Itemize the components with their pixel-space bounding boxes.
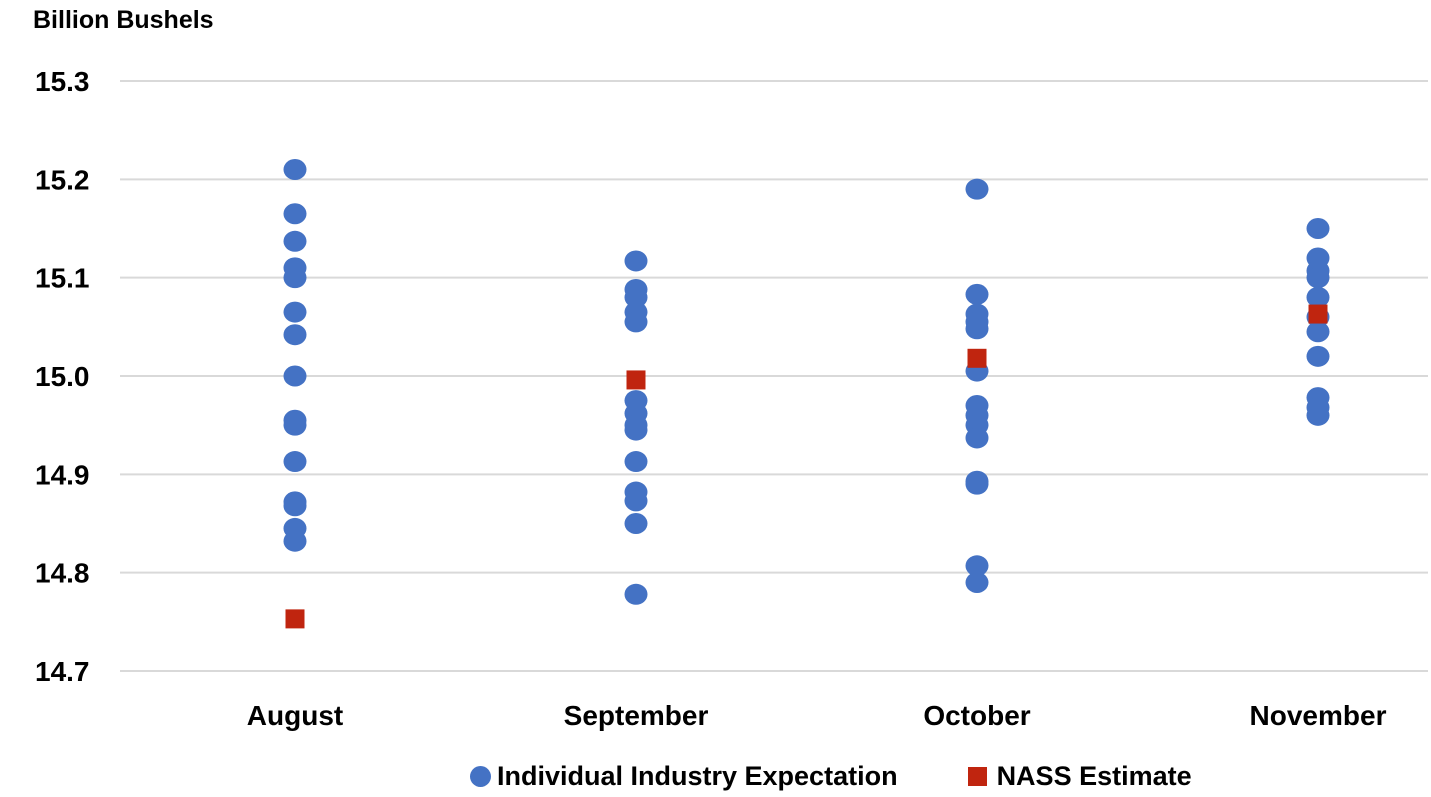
y-tick-label: 15.1: [35, 263, 90, 294]
nass-estimate-point: [626, 370, 646, 390]
nass-estimate-point: [1308, 304, 1328, 324]
industry-expectation-point: [965, 572, 989, 593]
industry-expectation-point: [283, 365, 307, 387]
legend: Individual Industry Expectation NASS Est…: [470, 758, 1192, 794]
legend-label-industry-expectation: Individual Industry Expectation: [497, 760, 898, 791]
industry-expectation-point: [965, 555, 989, 577]
industry-expectation-point: [1306, 218, 1330, 239]
x-tick-label: August: [247, 700, 343, 731]
industry-expectation-point: [624, 311, 648, 333]
legend-label-nass-estimate: NASS Estimate: [996, 760, 1192, 791]
industry-expectation-point: [283, 414, 307, 436]
x-tick-label: October: [923, 700, 1030, 731]
nass-estimate-point: [285, 609, 305, 629]
industry-expectation-point: [283, 451, 307, 473]
industry-expectation-point: [965, 283, 989, 305]
x-tick-label: September: [564, 700, 709, 731]
y-axis-ticks: 15.3 15.2 15.1 15.0 14.9 14.8 14.7: [35, 66, 90, 687]
y-tick-label: 15.3: [35, 66, 90, 97]
legend-square-marker-icon: [967, 766, 987, 786]
industry-expectation-point: [1306, 404, 1330, 426]
industry-expectation-point: [283, 267, 307, 289]
gridlines: [120, 80, 1428, 672]
industry-expectation-point: [624, 250, 648, 272]
y-tick-label: 14.9: [35, 459, 90, 490]
industry-expectation-point: [624, 286, 648, 308]
industry-expectation-point: [624, 513, 648, 534]
industry-expectation-point: [283, 203, 307, 225]
industry-expectation-point: [1306, 345, 1330, 367]
legend-circle-marker-icon: [470, 765, 491, 787]
industry-expectation-point: [965, 427, 989, 449]
industry-expectation-point: [624, 583, 648, 605]
industry-expectation-point: [624, 451, 648, 473]
data-points: [283, 159, 1330, 629]
industry-expectation-point: [283, 324, 307, 346]
industry-expectation-point: [283, 159, 307, 180]
nass-estimate-point: [967, 348, 987, 368]
industry-expectation-point: [283, 530, 307, 552]
industry-expectation-point: [1306, 267, 1330, 289]
y-tick-label: 14.8: [35, 558, 90, 589]
x-axis-ticks: August September October November: [247, 700, 1387, 731]
y-axis-label: Billion Bushels: [33, 6, 214, 34]
industry-expectation-point: [624, 419, 648, 441]
industry-expectation-point: [283, 230, 307, 252]
industry-expectation-point: [283, 301, 307, 323]
legend-item-nass-estimate: NASS Estimate: [967, 760, 1192, 792]
industry-expectation-point: [1306, 286, 1330, 308]
x-tick-label: November: [1250, 700, 1387, 731]
y-tick-label: 14.7: [35, 656, 90, 687]
y-tick-label: 15.0: [35, 361, 90, 392]
industry-expectation-point: [1306, 321, 1330, 343]
industry-expectation-point: [283, 495, 307, 517]
industry-expectation-point: [965, 318, 989, 340]
industry-expectation-point: [965, 473, 989, 495]
legend-item-industry-expectation: Individual Industry Expectation: [470, 761, 898, 792]
industry-expectation-point: [624, 490, 648, 512]
y-tick-label: 15.2: [35, 164, 90, 195]
industry-expectation-point: [965, 178, 989, 200]
